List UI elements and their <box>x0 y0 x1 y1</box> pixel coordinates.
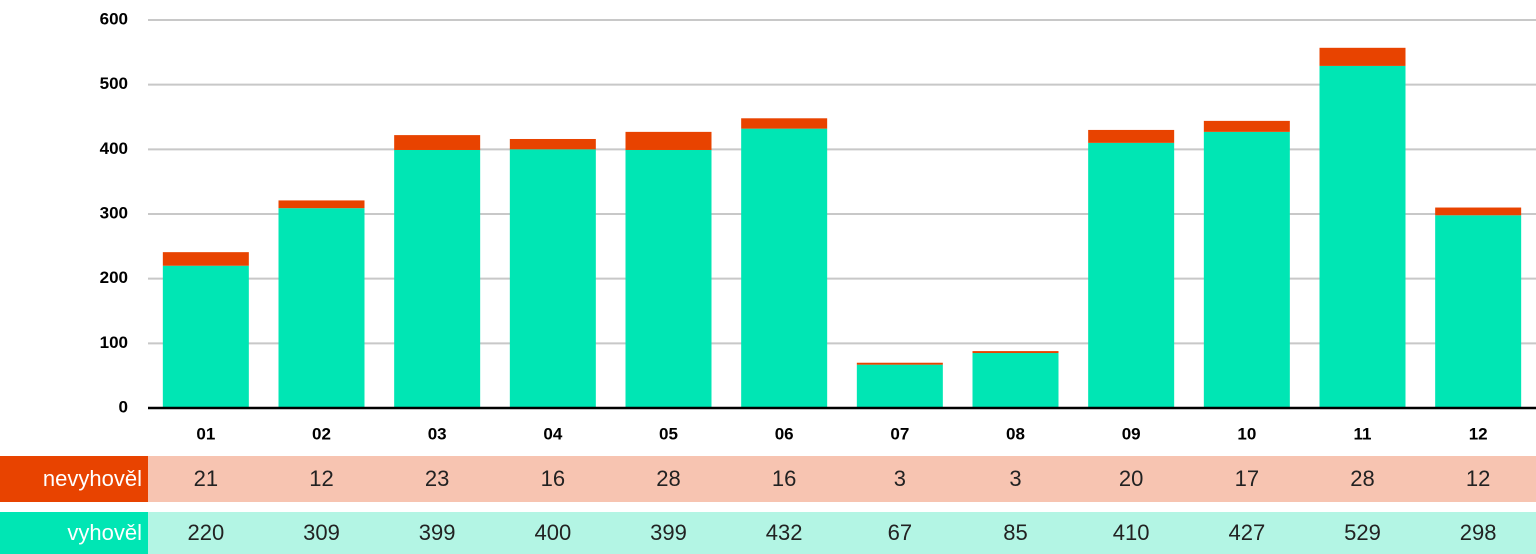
bar-segment <box>741 128 828 408</box>
bar-segment <box>509 149 596 409</box>
bar-segment <box>972 351 1059 354</box>
bar-segment <box>394 149 481 409</box>
y-tick-label: 200 <box>100 268 128 287</box>
x-tick-label: 04 <box>543 424 562 443</box>
x-tick-label: 07 <box>890 424 909 443</box>
table-cell: 12 <box>309 466 333 491</box>
y-tick-label: 400 <box>100 139 128 158</box>
x-tick-label: 11 <box>1354 424 1372 443</box>
table-cell: 427 <box>1228 520 1265 545</box>
legend-cell <box>0 512 148 554</box>
bar-segment <box>1088 142 1175 408</box>
table-cell: 12 <box>1466 466 1490 491</box>
table-cell: 3 <box>894 466 906 491</box>
bar-segment <box>278 200 365 209</box>
bar-segment <box>1088 129 1175 143</box>
table-cell: 16 <box>541 466 565 491</box>
y-tick-label: 500 <box>100 74 128 93</box>
table-cell: 3 <box>1009 466 1021 491</box>
x-tick-label: 06 <box>775 424 794 443</box>
table-cell: 529 <box>1344 520 1381 545</box>
bar-segment <box>1203 120 1290 132</box>
bar-segment <box>972 353 1059 408</box>
table-cell: 17 <box>1235 466 1259 491</box>
bar-segment <box>625 149 712 409</box>
table-cell: 85 <box>1003 520 1027 545</box>
table-cell: 28 <box>1350 466 1374 491</box>
x-tick-label: 03 <box>428 424 447 443</box>
bar-segment <box>278 208 365 408</box>
table-cell: 432 <box>766 520 803 545</box>
y-tick-label: 0 <box>119 397 128 416</box>
table-cell: 410 <box>1113 520 1150 545</box>
x-tick-label: 09 <box>1122 424 1141 443</box>
table-row <box>0 456 1536 502</box>
table-cell: 298 <box>1460 520 1497 545</box>
bar-segment <box>1203 131 1290 408</box>
x-tick-label: 08 <box>1006 424 1025 443</box>
x-tick-label: 01 <box>196 424 215 443</box>
bar-segment <box>509 138 596 150</box>
bar-segment <box>1435 215 1522 408</box>
table-cell: 399 <box>419 520 456 545</box>
bar-segment <box>741 118 828 129</box>
bar-segment <box>856 364 943 408</box>
legend-label: vyhověl <box>67 520 142 545</box>
y-tick-label: 100 <box>100 333 128 352</box>
table-row <box>0 512 1536 554</box>
bar-segment <box>394 135 481 150</box>
table-cell: 399 <box>650 520 687 545</box>
table-cell: 20 <box>1119 466 1143 491</box>
bar-segment <box>1435 207 1522 216</box>
bar-segment <box>856 362 943 365</box>
x-tick-label: 12 <box>1469 424 1488 443</box>
bar-segment <box>1319 65 1406 408</box>
table-cell: 220 <box>187 520 224 545</box>
bar-segment <box>162 265 249 408</box>
table-cell: 309 <box>303 520 340 545</box>
x-tick-label: 10 <box>1237 424 1256 443</box>
y-tick-label: 600 <box>100 9 128 28</box>
table-cell: 400 <box>534 520 571 545</box>
x-tick-label: 05 <box>659 424 678 443</box>
table-cell: 67 <box>888 520 912 545</box>
table-cell: 16 <box>772 466 796 491</box>
bar-segment <box>162 252 249 266</box>
legend-cell <box>0 456 148 502</box>
table-cell: 21 <box>194 466 218 491</box>
table-cell: 28 <box>656 466 680 491</box>
bar-segment <box>1319 47 1406 66</box>
x-tick-label: 02 <box>312 424 331 443</box>
table-cell: 23 <box>425 466 449 491</box>
legend-label: nevyhověl <box>43 466 142 491</box>
y-tick-label: 300 <box>100 203 128 222</box>
bar-segment <box>625 131 712 150</box>
